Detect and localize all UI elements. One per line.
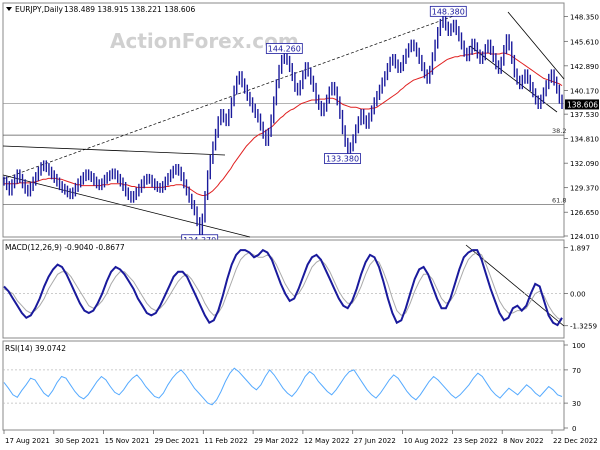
- x-tick-label: 29 Mar 2022: [254, 437, 298, 445]
- symbol-label: EURJPY,Daily: [15, 5, 64, 14]
- rsi-y-tick-label: 100: [572, 342, 585, 350]
- macd-y-tick-label: -1.3259: [570, 323, 597, 331]
- macd-label: MACD(12,26,9) -0.9040 -0.8677: [5, 243, 125, 252]
- x-tick-label: 12 May 2022: [304, 437, 350, 445]
- price-y-tick-label: 132.090: [570, 160, 599, 168]
- price-y-tick-label: 148.350: [570, 14, 599, 22]
- rsi-y-tick-label: 70: [572, 367, 581, 375]
- x-tick-label: 11 Feb 2022: [204, 437, 248, 445]
- trendlines: [2, 11, 565, 238]
- current-price-box: [565, 99, 599, 110]
- x-tick-label: 29 Dec 2021: [154, 437, 199, 445]
- price-panel: ActionForex.com EURJPY,Daily 138.489 138…: [2, 2, 599, 246]
- price-y-tick-label: 142.890: [570, 63, 599, 71]
- price-label: 133.380: [326, 155, 359, 164]
- macd-series: [3, 248, 564, 327]
- trendline-channel-lower: [469, 45, 558, 113]
- price-y-tick-label: 137.530: [570, 111, 599, 119]
- rsi-y-tick-label: 30: [572, 400, 581, 408]
- price-panel-frame: [2, 2, 565, 238]
- price-label-box: [429, 5, 467, 17]
- rsi-label: RSI(14) 39.0742: [5, 344, 66, 353]
- macd-y-tick-label: 0.00: [570, 291, 586, 299]
- x-tick-label: 8 Nov 2022: [503, 437, 543, 445]
- macd-y-tick-label: 1.897: [570, 245, 590, 253]
- ohlc-values: 138.489 138.915 138.221 138.606: [64, 5, 195, 14]
- rsi-y-tick-label: 0: [572, 425, 576, 433]
- trendline-triangle-upper: [2, 145, 226, 156]
- trendline-triangle-lower: [2, 174, 251, 238]
- price-y-tick-label: 129.370: [570, 185, 599, 193]
- price-y-tick-label: 126.650: [570, 209, 599, 217]
- rsi-panel-frame: [2, 340, 565, 431]
- x-tick-label: 10 Aug 2022: [404, 437, 449, 445]
- price-series: [3, 15, 563, 237]
- x-tick-label: 15 Nov 2021: [105, 437, 150, 445]
- trendline-channel-upper: [507, 11, 565, 80]
- x-axis: 17 Aug 2021 30 Sep 2021 15 Nov 2021 29 Dec …: [3, 430, 598, 445]
- price-y-axis: 148.350 145.610 142.890 140.170 137.530 134.8…: [564, 14, 599, 241]
- x-tick-label: 23 Sep 2022: [453, 437, 497, 445]
- rsi-line: [3, 367, 563, 406]
- current-price-label: 138.606: [567, 100, 598, 109]
- price-y-tick-label: 140.170: [570, 87, 599, 95]
- price-y-tick-label: 134.810: [570, 136, 599, 144]
- fib-levels: 38.2 61.8: [3, 103, 566, 205]
- macd-panel: MACD(12,26,9) -0.9040 -0.8677 1.897 0.00 -…: [2, 239, 597, 339]
- price-label: 148.380: [432, 7, 465, 16]
- rsi-panel: RSI(14) 39.0742 100 70 30 0: [2, 340, 585, 433]
- fib-label: 61.8: [552, 197, 566, 205]
- rsi-y-axis: 100 70 30 0: [564, 342, 585, 433]
- x-tick-label: 30 Sep 2021: [55, 437, 99, 445]
- x-tick-label: 22 Dec 2022: [553, 437, 598, 445]
- price-y-tick-label: 145.610: [570, 38, 599, 46]
- macd-y-axis: 1.897 0.00 -1.3259: [564, 245, 597, 331]
- macd-line: [3, 248, 563, 327]
- dropdown-triangle-icon[interactable]: [6, 7, 12, 11]
- price-label-box: [265, 43, 303, 54]
- rsi-series: [3, 367, 564, 406]
- price-y-tick-label: 124.010: [570, 233, 599, 241]
- trendline-dashed: [2, 12, 463, 180]
- price-label: 144.260: [268, 44, 301, 53]
- price-label-box: [324, 153, 361, 164]
- fib-label: 38.2: [552, 127, 566, 135]
- price-title: EURJPY,Daily 138.489 138.915 138.221 138…: [6, 5, 195, 14]
- x-tick-label: 17 Aug 2021: [5, 437, 50, 445]
- x-tick-label: 27 Jun 2022: [354, 437, 396, 445]
